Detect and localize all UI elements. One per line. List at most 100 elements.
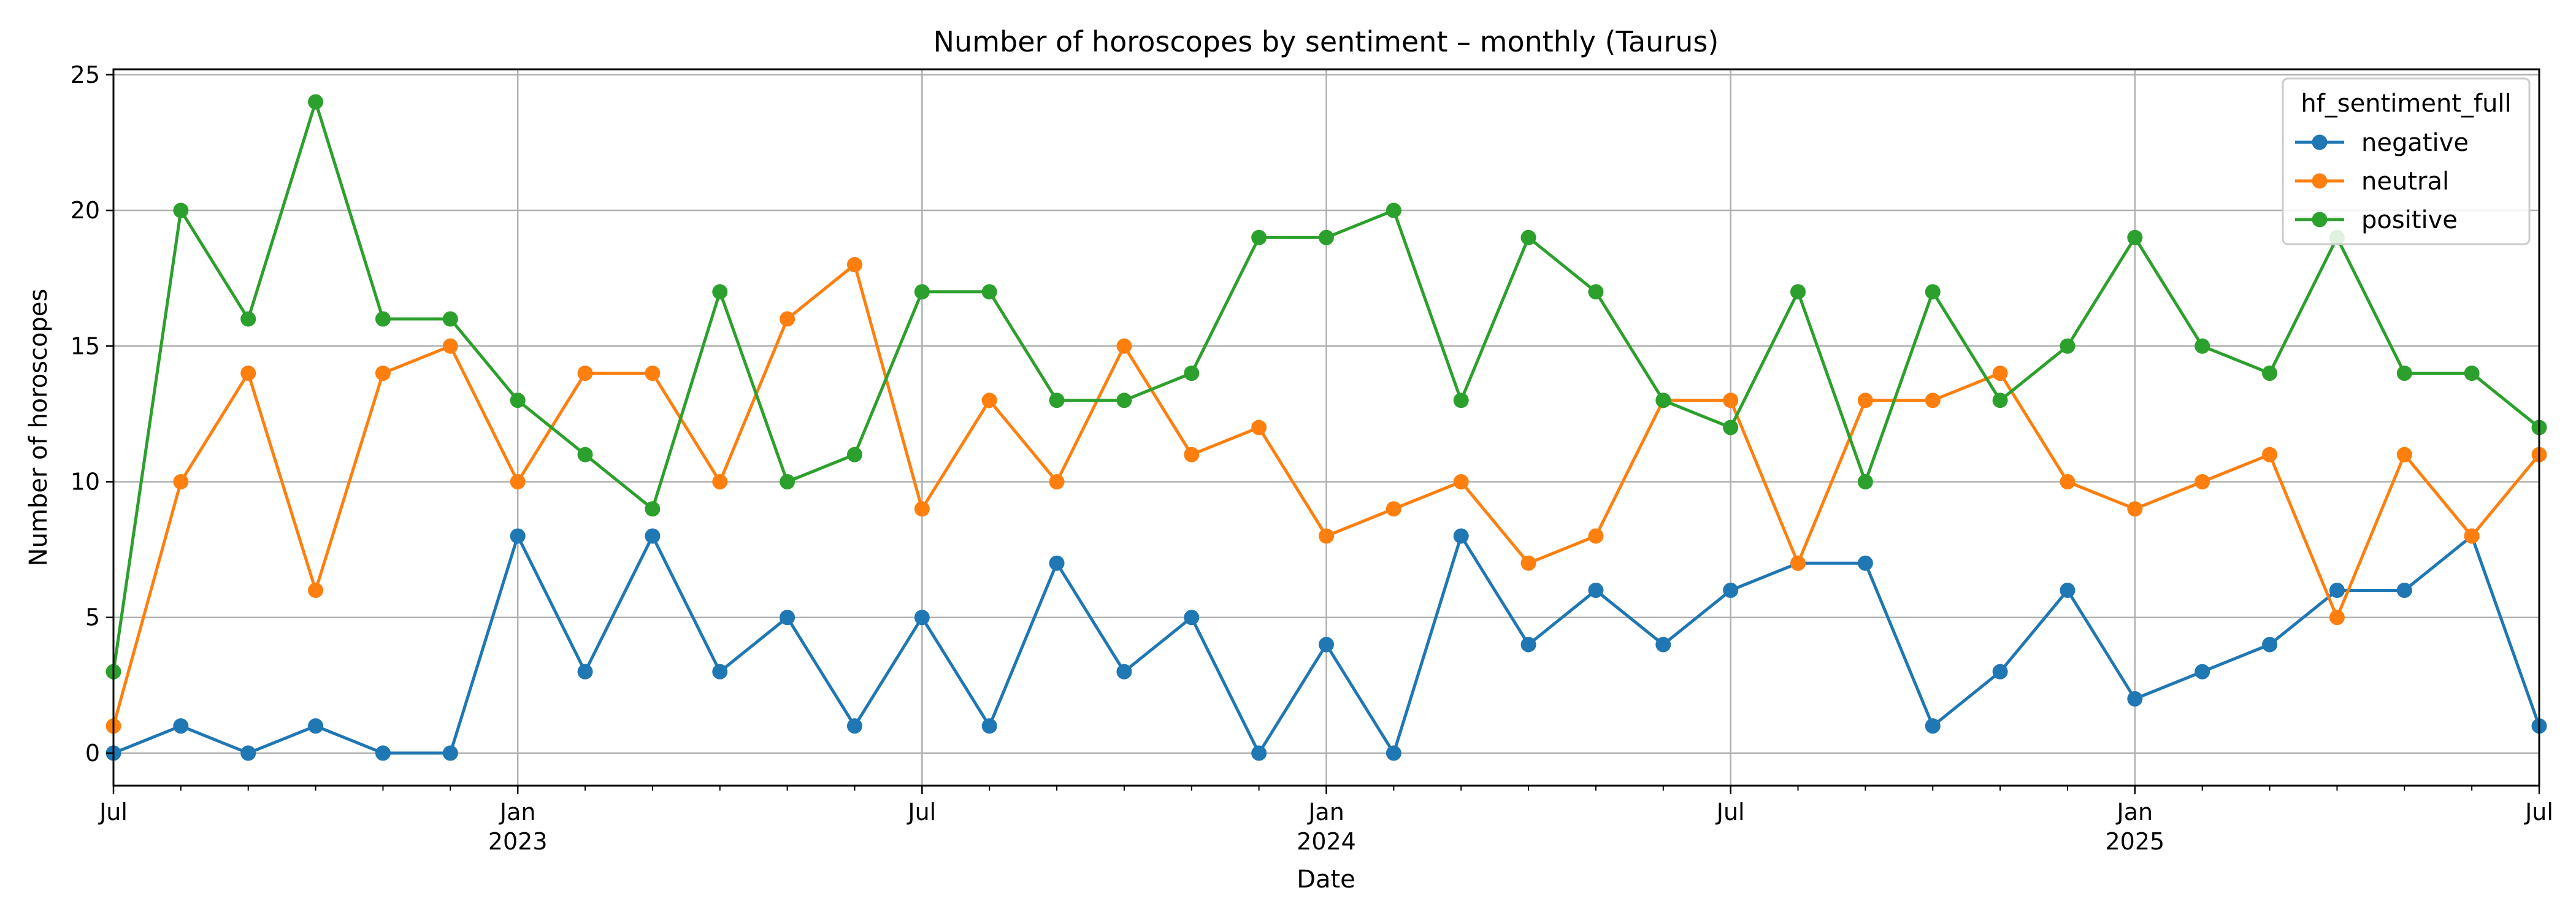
data-point-positive [2396,366,2412,381]
y-tick-label: 10 [71,468,100,495]
data-point-neutral [2329,610,2345,626]
data-point-neutral [1049,473,1065,489]
data-point-neutral [510,473,526,489]
data-point-negative [1116,664,1132,680]
data-point-negative [1049,555,1065,571]
legend-item-negative: negative [2295,129,2469,157]
legend-item-neutral: neutral [2295,167,2449,196]
data-point-negative [981,718,997,734]
data-point-positive [173,202,189,218]
data-point-negative [240,745,256,761]
data-point-positive [375,311,391,327]
data-point-positive [240,311,256,327]
series-neutral [105,257,2547,734]
data-point-positive [1251,229,1267,245]
data-point-negative [1520,637,1536,653]
data-point-neutral [2195,473,2210,489]
data-point-neutral [240,366,256,381]
data-point-neutral [1184,447,1200,462]
data-point-negative [1588,582,1604,598]
data-point-neutral [173,473,189,489]
data-point-neutral [1857,393,1873,408]
data-point-neutral [846,257,862,273]
data-point-negative [846,718,862,734]
data-point-neutral [308,582,324,598]
data-point-neutral [2396,447,2412,462]
data-point-positive [1992,393,2008,408]
data-point-positive [1790,284,1806,300]
data-point-neutral [1386,501,1401,517]
data-point-negative [442,745,458,761]
data-point-negative [308,718,324,734]
data-point-positive [577,447,593,462]
data-point-neutral [1453,473,1469,489]
data-point-negative [2329,582,2345,598]
x-tick-label: Jan [499,799,536,826]
data-point-neutral [645,366,661,381]
data-point-positive [1116,393,1132,408]
chart-title: Number of horoscopes by sentiment – mont… [933,25,1719,58]
data-point-negative [780,610,795,626]
x-tick-label: Jul [98,799,128,826]
series-layer [105,94,2547,761]
data-point-neutral [1251,420,1267,435]
data-point-neutral [2464,528,2480,544]
data-point-neutral [577,366,593,381]
data-point-neutral [442,338,458,354]
data-point-neutral [1520,555,1536,571]
data-point-positive [1184,366,1200,381]
data-point-neutral [780,311,795,327]
x-tick-year-label: 2025 [2105,828,2164,855]
data-point-neutral [1723,393,1739,408]
data-point-positive [2464,366,2480,381]
data-point-positive [1723,420,1739,435]
data-point-negative [2127,691,2143,707]
data-point-negative [173,718,189,734]
data-point-positive [1857,473,1873,489]
legend-label-neutral: neutral [2361,167,2449,196]
data-point-neutral [2262,447,2278,462]
data-point-positive [2060,338,2076,354]
data-point-positive [1588,284,1604,300]
y-tick-label: 0 [85,740,100,767]
data-point-negative [1453,528,1469,544]
data-point-negative [2396,582,2412,598]
data-point-negative [375,745,391,761]
data-point-positive [2127,229,2143,245]
x-tick-label: Jan [1307,799,1344,826]
series-negative [105,528,2547,761]
data-point-positive [1520,229,1536,245]
data-point-negative [2262,637,2278,653]
x-tick-label: Jul [907,799,936,826]
data-point-negative [914,610,930,626]
x-tick-year-label: 2024 [1297,828,1356,855]
data-point-negative [1184,610,1200,626]
data-point-negative [510,528,526,544]
data-point-neutral [375,366,391,381]
y-tick-label: 15 [71,332,100,359]
y-axis-label: Number of horoscopes [25,289,53,567]
data-point-positive [846,447,862,462]
data-point-negative [645,528,661,544]
data-point-positive [1319,229,1334,245]
legend-marker-neutral [2312,173,2328,189]
data-point-positive [1655,393,1671,408]
legend-label-negative: negative [2361,129,2469,157]
data-point-positive [442,311,458,327]
data-point-negative [2195,664,2210,680]
data-point-negative [1319,637,1334,653]
data-point-positive [1453,393,1469,408]
x-tick-label: Jan [2116,799,2153,826]
data-point-neutral [712,473,728,489]
y-tick-label: 20 [71,197,100,224]
y-tick-label: 5 [85,604,100,631]
data-point-negative [2060,582,2076,598]
data-point-neutral [1925,393,1941,408]
y-axis: 0 5 10 15 20 25 [71,61,113,767]
data-point-positive [712,284,728,300]
data-point-negative [1992,664,2008,680]
data-point-positive [1386,202,1401,218]
legend-label-positive: positive [2361,206,2458,234]
